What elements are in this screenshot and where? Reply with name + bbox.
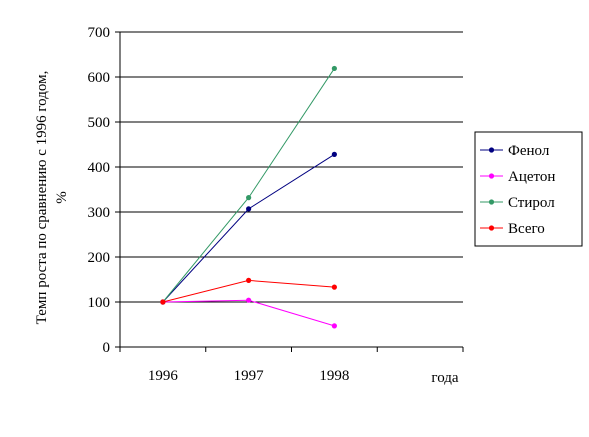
data-point (331, 323, 337, 329)
data-point (246, 195, 252, 201)
x-tick-label: 1997 (234, 368, 265, 384)
legend: Фенол Ацетон Стирол Всего (474, 131, 583, 247)
x-tick-labels: 1996 1997 1998 (148, 368, 350, 384)
x-tick-label: 1996 (148, 368, 179, 384)
axes (115, 31, 464, 352)
series-line (162, 299, 335, 327)
y-tick-labels: 0 100 200 300 400 500 600 700 (88, 25, 111, 356)
y-tick-label: 0 (103, 340, 111, 356)
legend-label: Всего (508, 221, 545, 237)
y-tick-label: 600 (88, 70, 111, 86)
y-tick-label: 700 (88, 25, 111, 41)
x-axis-label: года (431, 370, 458, 386)
y-tick-label: 100 (88, 295, 111, 311)
y-tick-label: 200 (88, 250, 111, 266)
y-tick-label: 500 (88, 115, 111, 131)
data-point (331, 151, 337, 157)
series-line (162, 68, 335, 303)
legend-swatch-marker (488, 173, 495, 179)
legend-swatch-marker (488, 225, 495, 231)
x-tick-label: 1998 (319, 368, 349, 384)
legend-label: Стирол (508, 195, 555, 211)
data-point (331, 284, 337, 290)
data-point (331, 65, 337, 72)
legend-swatch-marker (488, 147, 495, 153)
legend-label: Ацетон (508, 169, 555, 185)
y-tick-label: 300 (88, 205, 111, 221)
data-point (246, 277, 252, 283)
series-lines (160, 65, 337, 329)
legend-label: Фенол (508, 143, 550, 159)
grid-lines (120, 31, 463, 303)
legend-swatch-marker (488, 199, 495, 205)
y-axis-label: Темп роста по сравнению с 1996 годом,% (34, 71, 70, 325)
y-tick-label: 400 (88, 160, 111, 176)
data-point (160, 299, 166, 305)
data-point (246, 297, 252, 303)
data-point (246, 206, 252, 212)
